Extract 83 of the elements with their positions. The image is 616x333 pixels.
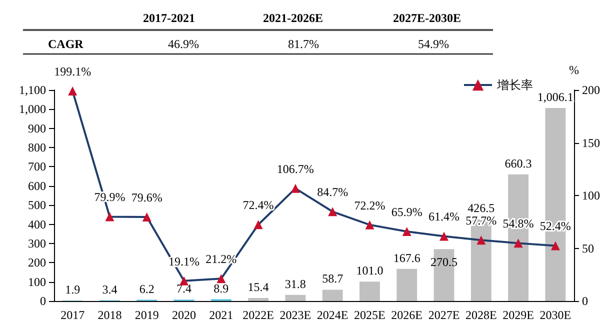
data-label: 15.4 <box>248 280 269 294</box>
point <box>142 212 152 222</box>
bar <box>285 294 306 301</box>
y2-tick-label: 200 <box>582 83 600 97</box>
x-tick-label: 2025E <box>354 308 386 322</box>
data-label: 426.5 <box>468 201 495 216</box>
y-tick-label: 100 <box>28 274 46 289</box>
data-label: 79.6% <box>131 190 162 205</box>
text: 2021-2026E <box>263 11 323 25</box>
data-label: 660.3 <box>504 156 532 170</box>
x-tick-label: 2030E <box>540 308 572 322</box>
x-tick-label: 2028E <box>465 308 497 322</box>
data-label: 72.2% <box>354 198 386 212</box>
point <box>68 86 78 96</box>
data-label: 31.8 <box>284 276 306 291</box>
x-tick-label: 2022E <box>242 308 274 322</box>
y-tick-label: 1,100 <box>19 83 46 97</box>
x-tick-label: 2026E <box>391 308 423 322</box>
y-tick-label: 1,000 <box>19 102 46 116</box>
data-label: 101.0 <box>356 264 384 278</box>
legend-label: 增长率 <box>496 78 533 92</box>
data-label: 84.7% <box>317 185 348 200</box>
text: 2017-2021 <box>143 11 195 25</box>
data-label: 6.2 <box>139 282 154 296</box>
x-tick-label: 2018 <box>98 308 122 322</box>
y2-tick-label: 0 <box>582 294 588 308</box>
data-label: 7.4 <box>176 282 192 296</box>
y2-tick-label: 100 <box>582 188 600 202</box>
y-tick-label: 600 <box>28 178 46 193</box>
point <box>514 238 523 248</box>
x-tick-label: 2029E <box>502 308 534 322</box>
point <box>365 220 374 230</box>
data-label: 167.6 <box>393 250 420 265</box>
x-tick-label: 2021 <box>209 308 234 322</box>
data-label: 57.7% <box>466 214 497 228</box>
y2-tick-label: 50 <box>582 241 594 256</box>
data-label: 3.4 <box>102 282 118 296</box>
x-tick-label: 2027E <box>428 308 460 322</box>
y2-tick-label: 150 <box>582 136 600 150</box>
point <box>440 232 448 241</box>
data-label: 106.7% <box>276 162 314 176</box>
y-tick-label: 0 <box>40 294 46 308</box>
text: CAGR <box>48 37 84 51</box>
bar <box>248 298 268 301</box>
y-tick-label: 400 <box>28 217 46 232</box>
x-tick-label: 2020 <box>172 308 196 322</box>
y-tick-label: 500 <box>28 198 46 212</box>
data-label: 270.5 <box>430 255 458 270</box>
bar <box>360 282 380 301</box>
data-label: 1,006.1 <box>537 90 574 104</box>
y-tick-label: 900 <box>28 121 46 136</box>
data-label: 199.1% <box>54 64 92 78</box>
text: 2027E-2030E <box>393 11 462 25</box>
y-tick-label: 200 <box>28 256 46 270</box>
point <box>105 212 114 222</box>
point <box>550 241 560 250</box>
text: 81.7% <box>288 37 319 51</box>
data-label: 8.9 <box>214 281 229 296</box>
data-label: 52.4% <box>540 219 571 234</box>
point <box>290 184 300 193</box>
y2-axis-title: % <box>569 63 579 77</box>
data-label: 1.9 <box>65 282 80 297</box>
bar <box>396 268 418 301</box>
bar <box>322 290 343 301</box>
text: 46.9% <box>168 37 199 51</box>
text: 54.9% <box>418 37 449 51</box>
data-label: 61.4% <box>428 210 460 224</box>
point <box>476 236 486 245</box>
data-label: 65.9% <box>391 204 422 219</box>
point <box>328 207 338 216</box>
data-label: 54.8% <box>502 216 534 231</box>
point <box>402 226 412 236</box>
x-tick-label: 2019 <box>134 308 159 322</box>
point <box>254 220 263 230</box>
x-tick-label: 2024E <box>316 308 348 322</box>
x-tick-label: 2017 <box>60 308 85 322</box>
y-tick-label: 700 <box>28 160 46 174</box>
y-tick-label: 300 <box>28 236 46 250</box>
data-label: 58.7 <box>322 272 344 286</box>
y-tick-label: 800 <box>28 140 46 155</box>
data-label: 72.4% <box>242 198 274 212</box>
point <box>216 274 226 284</box>
x-tick-label: 2023E <box>280 308 312 322</box>
